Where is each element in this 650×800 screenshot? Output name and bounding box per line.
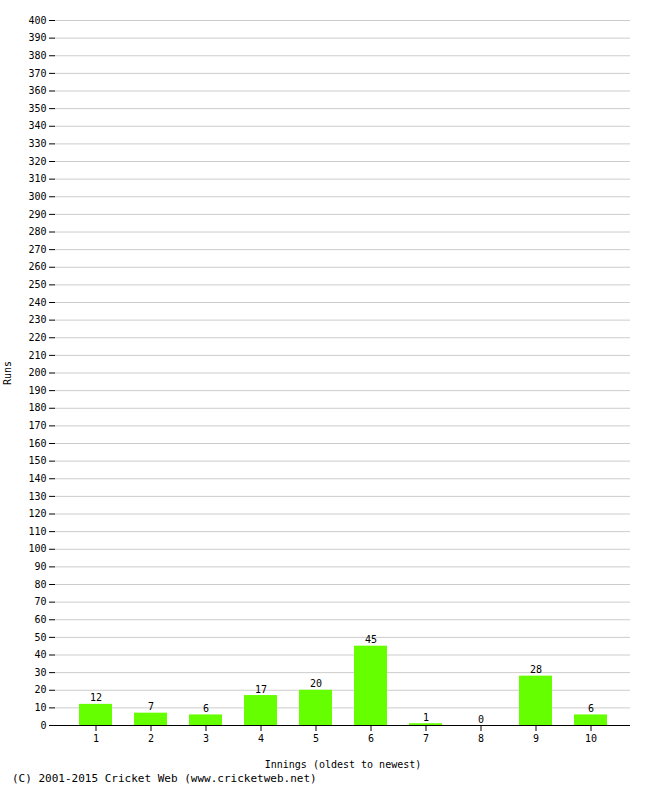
- svg-text:20: 20: [310, 678, 322, 689]
- svg-text:380: 380: [28, 50, 46, 61]
- svg-text:12: 12: [90, 692, 102, 703]
- svg-text:0: 0: [478, 714, 484, 725]
- svg-text:130: 130: [28, 491, 46, 502]
- svg-text:Innings (oldest to newest): Innings (oldest to newest): [265, 759, 422, 770]
- svg-text:45: 45: [365, 634, 377, 645]
- svg-text:400: 400: [28, 15, 46, 26]
- svg-text:8: 8: [478, 733, 484, 744]
- svg-text:220: 220: [28, 332, 46, 343]
- svg-text:370: 370: [28, 68, 46, 79]
- svg-text:110: 110: [28, 526, 46, 537]
- svg-text:0: 0: [40, 720, 46, 731]
- svg-text:90: 90: [34, 561, 46, 572]
- svg-text:160: 160: [28, 438, 46, 449]
- svg-text:10: 10: [34, 702, 46, 713]
- svg-text:260: 260: [28, 261, 46, 272]
- svg-text:6: 6: [368, 733, 374, 744]
- svg-text:3: 3: [203, 733, 209, 744]
- svg-text:50: 50: [34, 632, 46, 643]
- svg-text:20: 20: [34, 684, 46, 695]
- svg-text:Runs: Runs: [2, 361, 13, 385]
- svg-text:70: 70: [34, 596, 46, 607]
- svg-text:7: 7: [148, 701, 154, 712]
- svg-text:170: 170: [28, 420, 46, 431]
- svg-text:180: 180: [28, 402, 46, 413]
- svg-text:140: 140: [28, 473, 46, 484]
- svg-text:300: 300: [28, 191, 46, 202]
- svg-text:17: 17: [255, 684, 267, 695]
- svg-text:2: 2: [148, 733, 154, 744]
- svg-text:10: 10: [585, 733, 597, 744]
- svg-text:190: 190: [28, 385, 46, 396]
- svg-text:6: 6: [588, 703, 594, 714]
- svg-text:310: 310: [28, 173, 46, 184]
- svg-text:340: 340: [28, 120, 46, 131]
- svg-text:360: 360: [28, 85, 46, 96]
- svg-text:9: 9: [533, 733, 539, 744]
- svg-text:270: 270: [28, 244, 46, 255]
- svg-text:320: 320: [28, 156, 46, 167]
- html-text:(C) 2001-2015 Cricket Web (www: (C) 2001-2015 Cricket Web (www.cricketwe…: [12, 772, 317, 785]
- svg-text:60: 60: [34, 614, 46, 625]
- svg-text:40: 40: [34, 649, 46, 660]
- svg-text:290: 290: [28, 209, 46, 220]
- svg-text:1: 1: [423, 712, 429, 723]
- svg-text:280: 280: [28, 226, 46, 237]
- svg-text:7: 7: [423, 733, 429, 744]
- svg-text:330: 330: [28, 138, 46, 149]
- svg-text:100: 100: [28, 543, 46, 554]
- svg-text:210: 210: [28, 350, 46, 361]
- svg-text:200: 200: [28, 367, 46, 378]
- svg-text:30: 30: [34, 667, 46, 678]
- svg-text:350: 350: [28, 103, 46, 114]
- svg-text:5: 5: [313, 733, 319, 744]
- svg-text:250: 250: [28, 279, 46, 290]
- svg-text:240: 240: [28, 297, 46, 308]
- svg-text:28: 28: [530, 664, 542, 675]
- svg-text:230: 230: [28, 314, 46, 325]
- svg-text:1: 1: [93, 733, 99, 744]
- svg-text:4: 4: [258, 733, 264, 744]
- svg-text:80: 80: [34, 579, 46, 590]
- svg-text:120: 120: [28, 508, 46, 519]
- svg-text:150: 150: [28, 455, 46, 466]
- svg-text:6: 6: [203, 703, 209, 714]
- svg-text:390: 390: [28, 32, 46, 43]
